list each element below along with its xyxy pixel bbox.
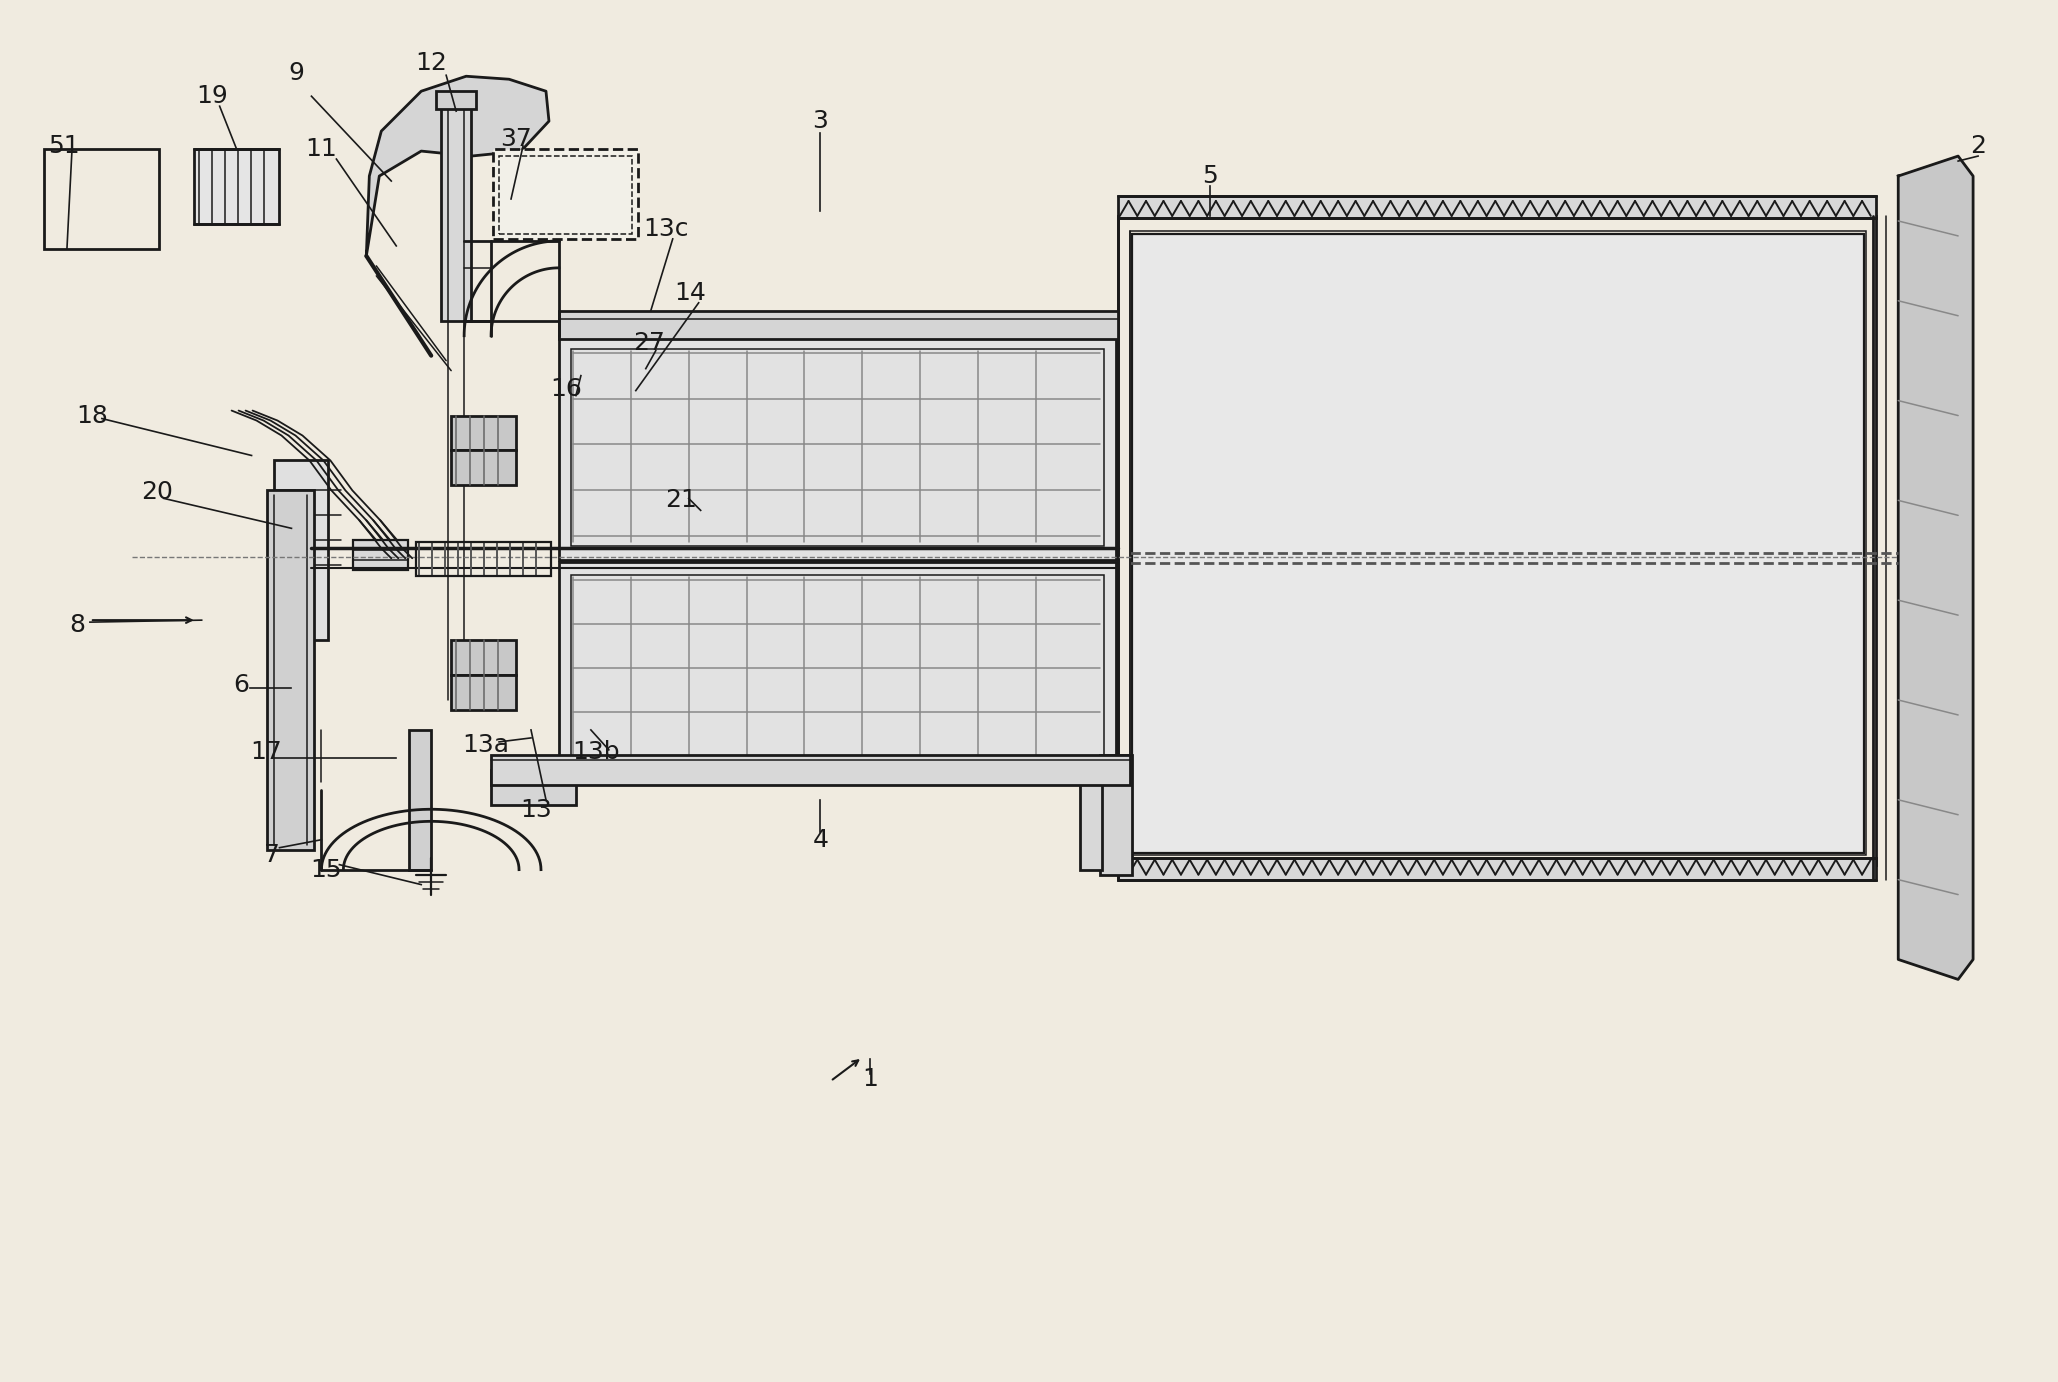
Text: 17: 17 [251,739,282,764]
Text: 13c: 13c [642,217,689,240]
Bar [1117,196,1877,218]
Bar [1132,234,1865,853]
Text: 12: 12 [416,51,447,75]
Bar [451,674,517,710]
Text: 13a: 13a [463,732,510,757]
Text: 7: 7 [263,843,280,867]
Bar [451,451,517,485]
Bar [560,562,1115,771]
Bar [451,640,517,674]
Text: 37: 37 [500,127,531,151]
Bar [451,416,517,451]
Bar [560,336,1115,560]
Text: 16: 16 [549,377,582,401]
Bar [500,156,632,234]
Bar [1117,858,1877,879]
Text: 11: 11 [305,137,338,162]
Text: 3: 3 [813,109,829,133]
Bar [440,101,471,321]
Text: 20: 20 [140,481,173,504]
Text: 19: 19 [196,84,228,108]
Text: 9: 9 [288,61,305,86]
Bar [274,460,329,640]
Bar [436,91,475,109]
Text: 5: 5 [1202,164,1218,188]
Bar [193,149,278,224]
Text: 1: 1 [862,1067,879,1092]
Bar [410,730,432,869]
Bar [570,348,1103,546]
Text: 21: 21 [665,488,698,513]
Bar [268,491,315,850]
Bar [1130,231,1867,854]
Bar [354,540,407,571]
Bar [560,311,1117,339]
Bar [416,542,552,576]
Text: 13: 13 [521,797,552,822]
Text: 6: 6 [235,673,249,697]
Text: 8: 8 [68,614,84,637]
Text: 27: 27 [632,330,665,355]
Polygon shape [366,76,549,256]
Text: 4: 4 [813,828,829,851]
Bar [492,770,576,804]
Text: 14: 14 [675,281,706,305]
Bar [494,149,638,239]
Bar [492,755,1130,785]
Polygon shape [1897,156,1974,980]
Bar [1117,216,1877,865]
Bar [570,575,1103,757]
Bar [1080,760,1101,869]
Text: 2: 2 [1970,134,1986,158]
Text: 51: 51 [47,134,80,158]
Text: 15: 15 [311,858,342,882]
Bar [1099,755,1132,875]
Text: 13b: 13b [572,739,619,764]
Bar [43,149,158,249]
Text: 18: 18 [76,404,107,427]
